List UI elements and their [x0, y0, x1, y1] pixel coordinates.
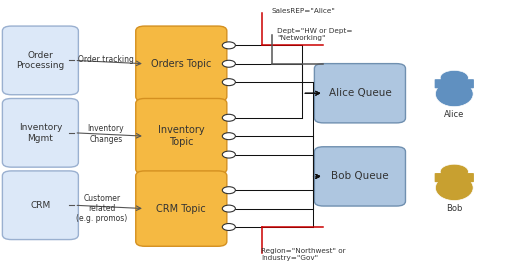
Text: Orders Topic: Orders Topic: [151, 59, 211, 69]
Text: Customer
related
(e.g. promos): Customer related (e.g. promos): [76, 193, 127, 223]
Text: CRM Topic: CRM Topic: [156, 204, 206, 214]
Text: Order tracking: Order tracking: [78, 55, 134, 64]
Text: Alice Queue: Alice Queue: [328, 88, 390, 98]
FancyBboxPatch shape: [314, 64, 405, 123]
Circle shape: [439, 164, 468, 179]
Text: Order
Processing: Order Processing: [16, 51, 64, 70]
Text: Bob: Bob: [445, 204, 462, 213]
Text: Bob Queue: Bob Queue: [330, 171, 388, 181]
Text: SalesREP="Alice": SalesREP="Alice": [271, 8, 334, 14]
Text: Dept="HW or Dept=
"Networking": Dept="HW or Dept= "Networking": [277, 28, 352, 41]
FancyBboxPatch shape: [135, 171, 226, 246]
Text: Region="Northwest" or
Industry="Gov": Region="Northwest" or Industry="Gov": [261, 248, 345, 261]
Circle shape: [222, 133, 235, 140]
FancyBboxPatch shape: [3, 98, 78, 167]
Text: Inventory
Mgmt: Inventory Mgmt: [19, 123, 62, 143]
Circle shape: [222, 205, 235, 212]
Circle shape: [222, 60, 235, 67]
Text: Inventory
Changes: Inventory Changes: [87, 124, 124, 144]
Circle shape: [222, 114, 235, 121]
FancyBboxPatch shape: [434, 79, 473, 88]
Ellipse shape: [435, 81, 472, 107]
FancyBboxPatch shape: [434, 173, 473, 182]
Circle shape: [222, 79, 235, 86]
Text: Inventory
Topic: Inventory Topic: [158, 125, 204, 147]
FancyBboxPatch shape: [314, 147, 405, 206]
Ellipse shape: [435, 175, 472, 201]
Circle shape: [222, 151, 235, 158]
FancyBboxPatch shape: [135, 98, 226, 174]
Text: CRM: CRM: [30, 201, 50, 210]
Text: Alice: Alice: [443, 110, 464, 119]
FancyBboxPatch shape: [135, 26, 226, 101]
Circle shape: [222, 42, 235, 49]
Circle shape: [222, 224, 235, 230]
FancyBboxPatch shape: [3, 26, 78, 95]
Circle shape: [439, 70, 468, 85]
Circle shape: [222, 187, 235, 194]
FancyBboxPatch shape: [3, 171, 78, 240]
